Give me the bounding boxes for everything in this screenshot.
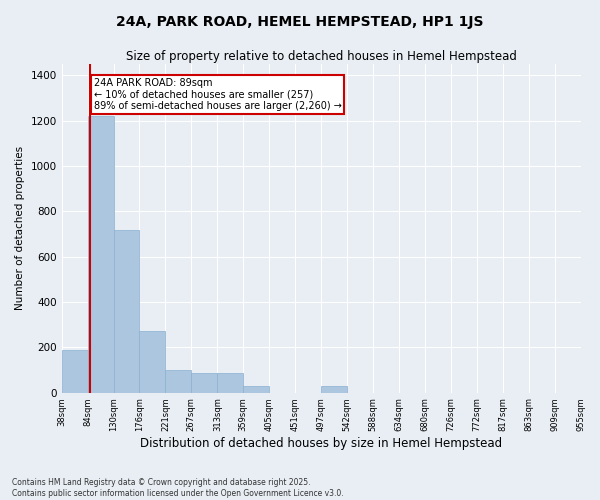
Y-axis label: Number of detached properties: Number of detached properties (15, 146, 25, 310)
Bar (139, 332, 166, 392)
Title: Size of property relative to detached houses in Hemel Hempstead: Size of property relative to detached ho… (125, 50, 517, 63)
Text: 24A PARK ROAD: 89sqm
← 10% of detached houses are smaller (257)
89% of semi-deta: 24A PARK ROAD: 89sqm ← 10% of detached h… (94, 78, 341, 111)
Bar (166, 370, 191, 392)
Bar (321, 386, 347, 392)
Text: Contains HM Land Registry data © Crown copyright and database right 2025.
Contai: Contains HM Land Registry data © Crown c… (12, 478, 344, 498)
Text: 24A, PARK ROAD, HEMEL HEMPSTEAD, HP1 1JS: 24A, PARK ROAD, HEMEL HEMPSTEAD, HP1 1JS (116, 15, 484, 29)
X-axis label: Distribution of detached houses by size in Hemel Hempstead: Distribution of detached houses by size … (140, 437, 502, 450)
Bar (113, 230, 139, 392)
Bar (88, 116, 113, 392)
Bar (62, 350, 88, 393)
Bar (217, 372, 243, 392)
Bar (191, 372, 217, 392)
Bar (243, 386, 269, 392)
